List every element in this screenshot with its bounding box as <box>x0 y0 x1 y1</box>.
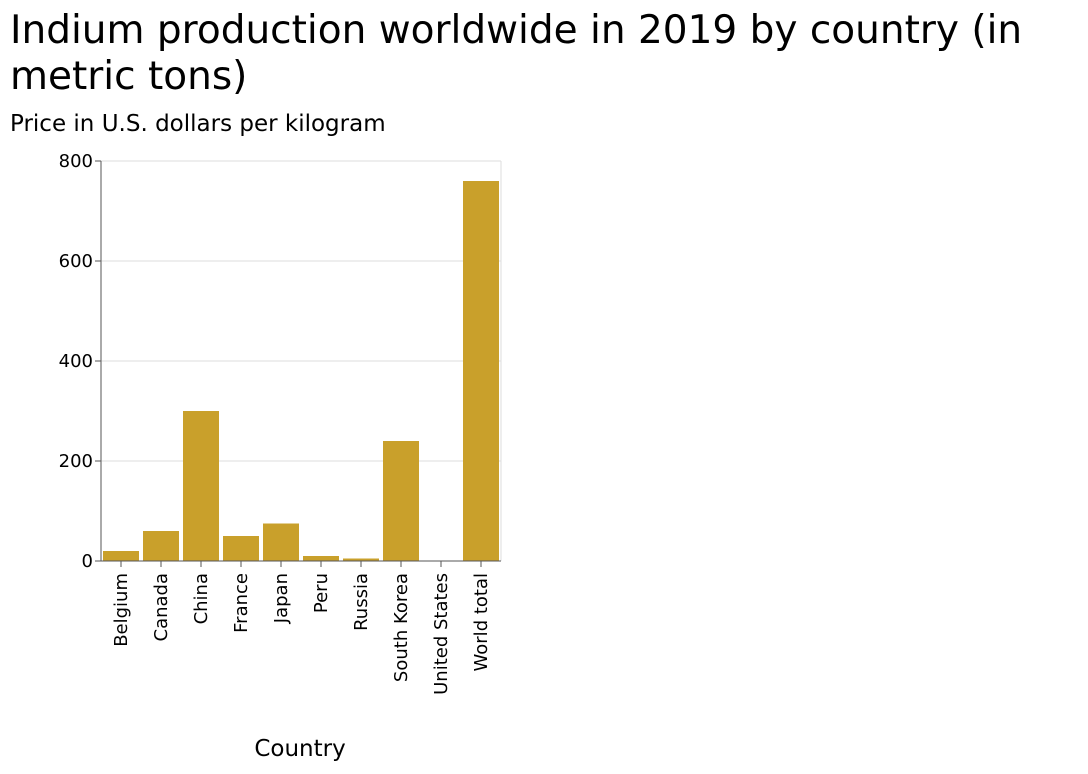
x-tick-label: Japan <box>271 573 292 624</box>
x-axis-label: Country <box>254 736 346 762</box>
x-tick-label: Peru <box>311 573 332 613</box>
y-tick-label: 200 <box>59 451 93 472</box>
x-tick-label: United States <box>431 573 452 695</box>
bar <box>183 411 219 561</box>
y-tick-label: 800 <box>59 151 93 172</box>
x-tick-label: Russia <box>351 573 372 631</box>
bar <box>343 558 379 561</box>
x-tick-label: Belgium <box>111 573 132 647</box>
grid-layer <box>101 160 502 561</box>
bar <box>263 523 299 561</box>
bar-layer <box>103 181 499 561</box>
bar <box>383 441 419 561</box>
x-tick-label: Canada <box>151 573 172 642</box>
x-tick-label: World total <box>471 573 492 671</box>
x-tick-label: South Korea <box>391 573 412 682</box>
y-tick-label: 0 <box>82 551 93 572</box>
bar <box>103 551 139 561</box>
axis-layer: 0 200 400 600 800 Belgium Canada China France Jap… <box>59 151 501 695</box>
chart-title: Indium production worldwide in 2019 by c… <box>10 8 1023 99</box>
x-tick-label: France <box>231 573 252 633</box>
y-axis-label: Price in U.S. dollars per kilogram <box>10 111 386 137</box>
bar <box>303 556 339 561</box>
bar <box>223 536 259 561</box>
x-tick-label: China <box>191 573 212 624</box>
bar <box>143 531 179 561</box>
bar <box>463 181 499 561</box>
y-tick-label: 600 <box>59 251 93 272</box>
y-tick-label: 400 <box>59 351 93 372</box>
